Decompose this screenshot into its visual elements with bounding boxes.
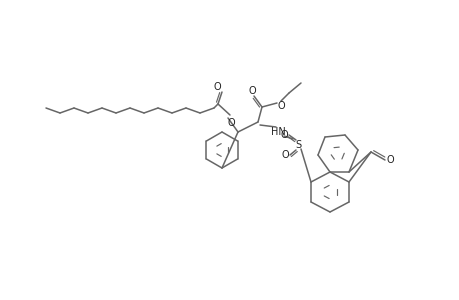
Text: O: O — [386, 155, 393, 165]
Text: S: S — [294, 140, 300, 150]
Text: O: O — [277, 101, 284, 111]
Text: O: O — [280, 150, 288, 160]
Text: O: O — [280, 130, 287, 140]
Text: O: O — [227, 118, 234, 128]
Text: HN: HN — [270, 127, 285, 137]
Text: O: O — [213, 82, 220, 92]
Text: O: O — [248, 86, 255, 96]
